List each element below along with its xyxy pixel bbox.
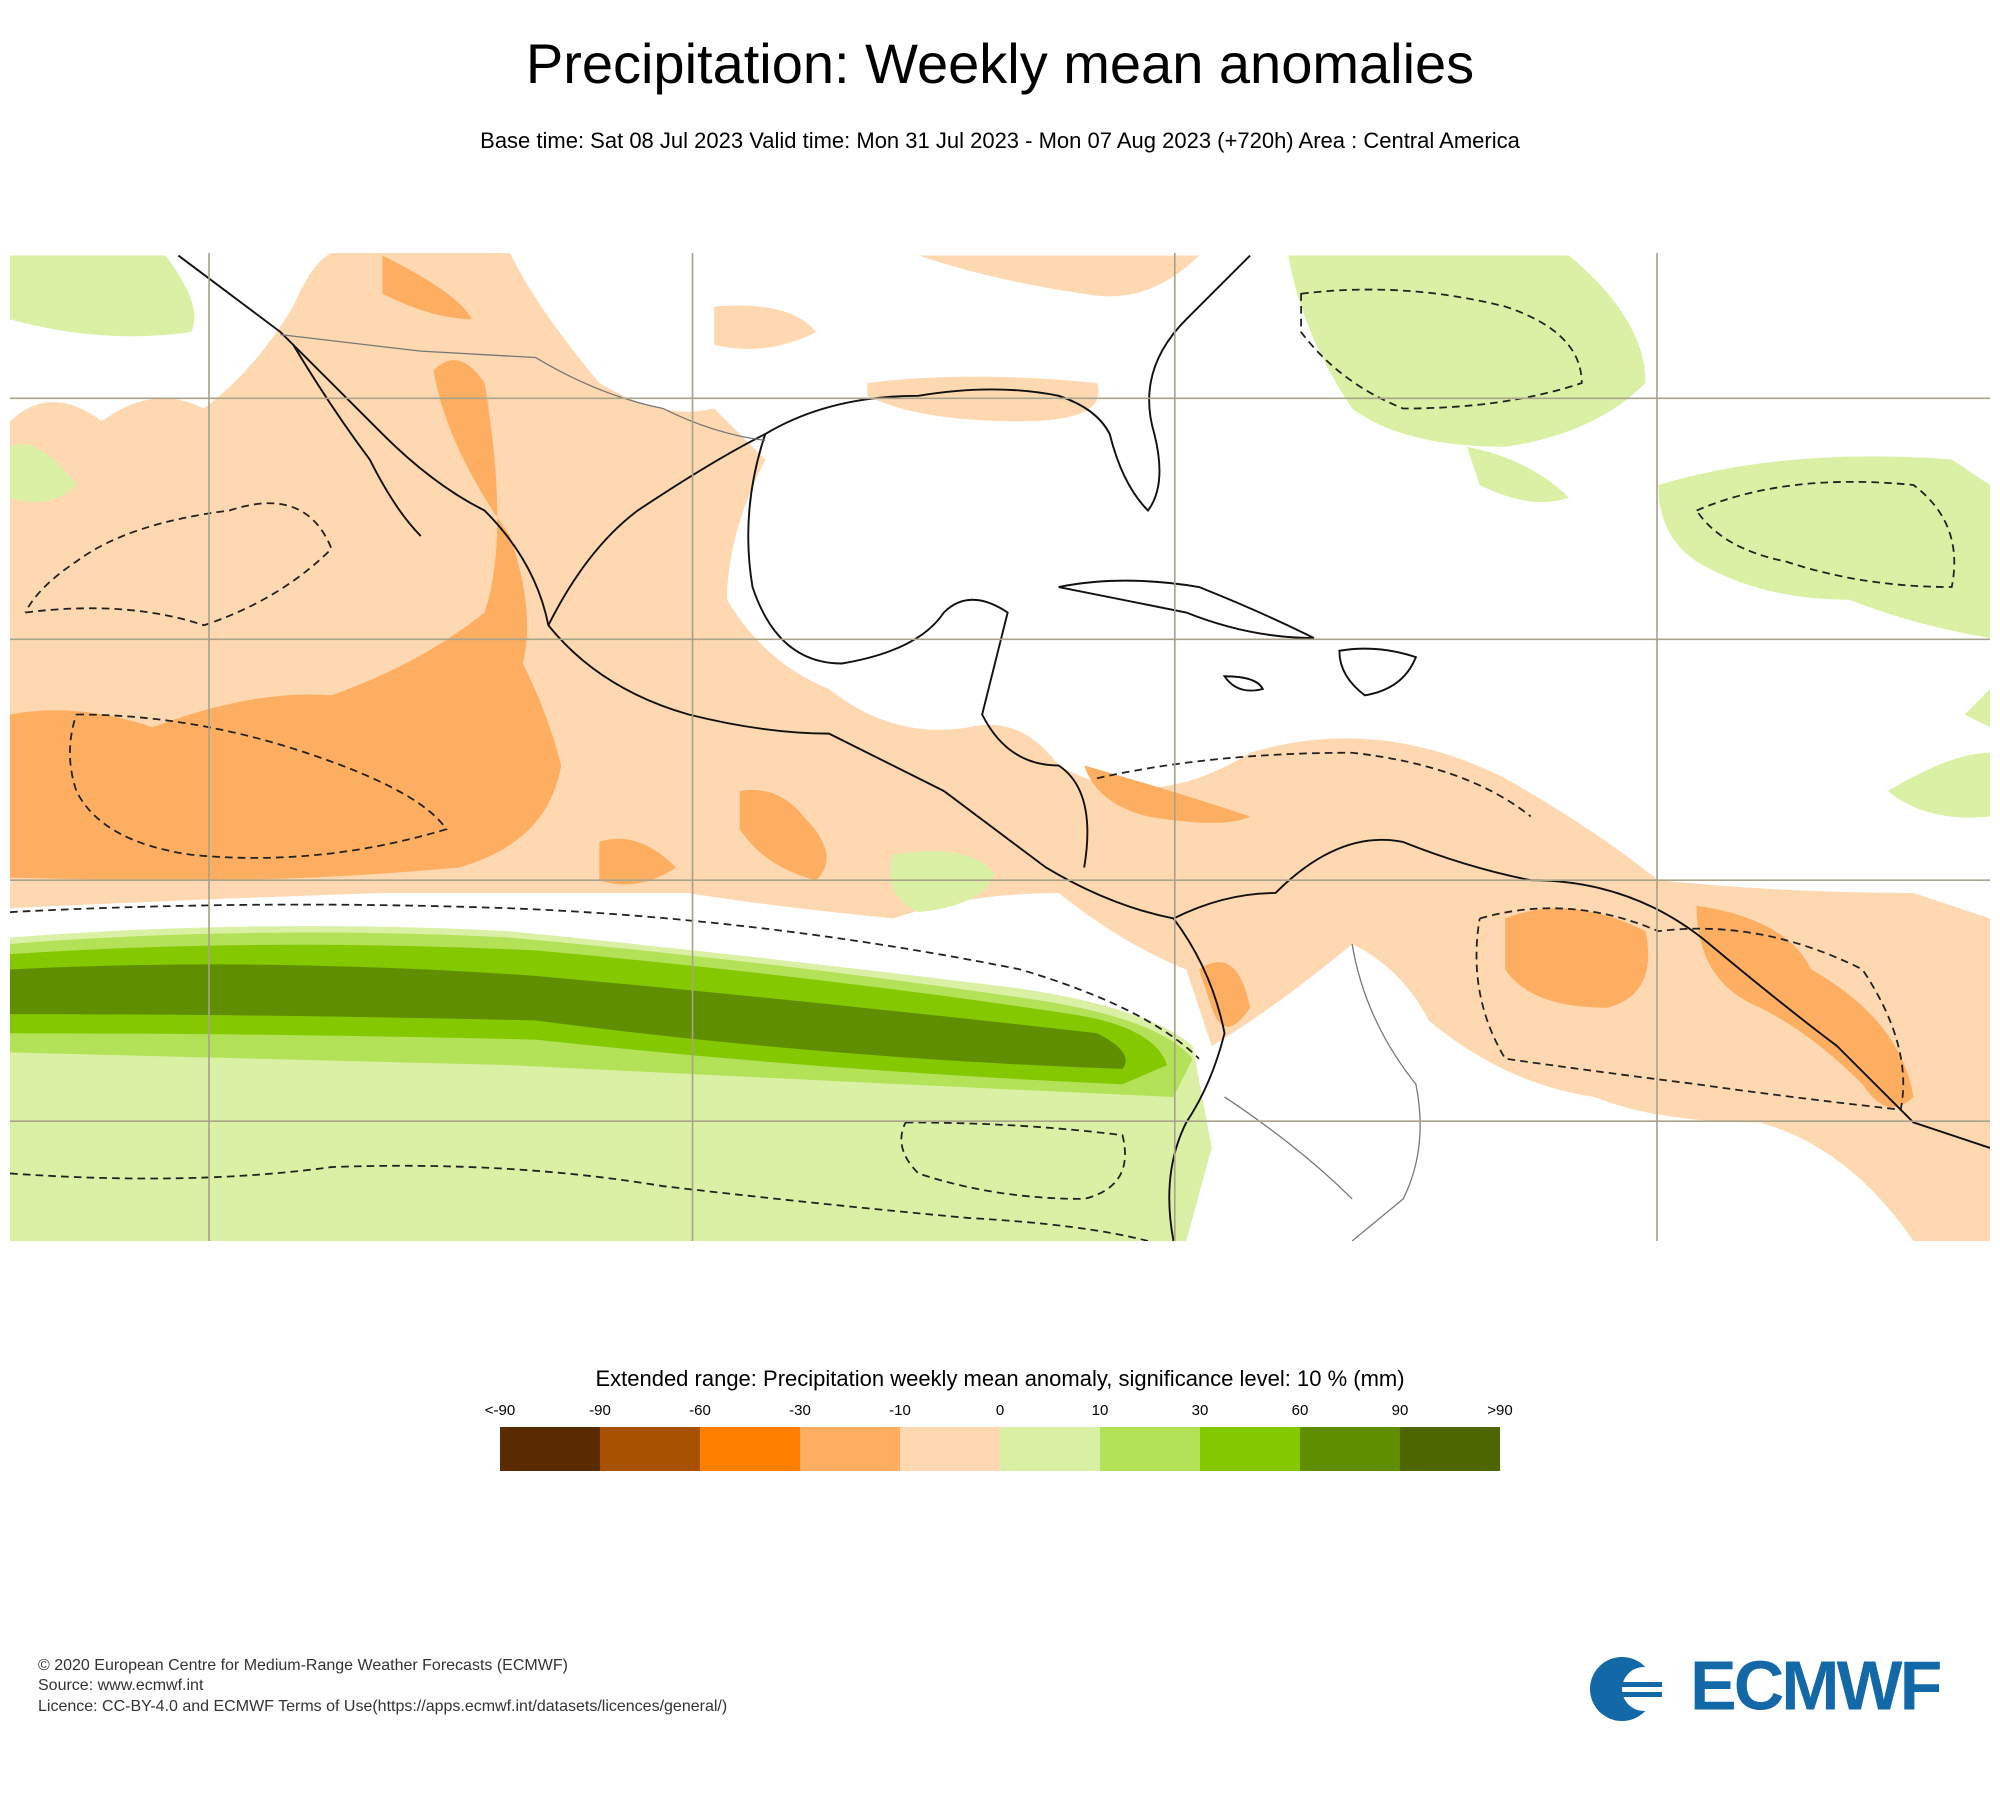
logo: ECMWF <box>1590 1646 1944 1724</box>
colorbar-label: 90 <box>1392 1402 1409 1419</box>
colorbar-swatch <box>900 1427 1000 1471</box>
colorbar-swatch <box>1400 1427 1500 1471</box>
colorbar-swatch <box>1300 1427 1400 1471</box>
colorbar-swatch <box>1100 1427 1200 1471</box>
title: Precipitation: Weekly mean anomalies <box>526 32 1474 95</box>
footer-line: Licence: CC-BY-4.0 and ECMWF Terms of Us… <box>38 1698 727 1715</box>
colorbar-label: -90 <box>589 1402 611 1419</box>
colorbar: <-90 -90 -60 -30 -10 0 10 30 60 90 >90 <box>485 1402 1513 1471</box>
dry-region <box>714 255 1200 422</box>
logo-icon <box>1592 1692 1662 1697</box>
colorbar-label: <-90 <box>485 1402 515 1419</box>
logo-icon <box>1622 1667 1666 1711</box>
colorbar-label: -30 <box>789 1402 811 1419</box>
colorbar-label: -60 <box>689 1402 711 1419</box>
colorbar-swatch <box>1000 1427 1100 1471</box>
colorbar-swatch <box>1200 1427 1300 1471</box>
footer-line: Source: www.ecmwf.int <box>38 1677 204 1694</box>
colorbar-label: >90 <box>1487 1402 1512 1419</box>
logo-text: ECMWF <box>1690 1646 1941 1724</box>
significance-contours <box>10 288 1956 1241</box>
coastlines <box>177 254 1990 1241</box>
dry-region-strong <box>10 360 562 881</box>
wet-region <box>10 255 1990 913</box>
colorbar-swatch <box>500 1427 600 1471</box>
colorbar-swatch <box>600 1427 700 1471</box>
footer-line: © 2020 European Centre for Medium-Range … <box>38 1657 568 1674</box>
colorbar-label: 0 <box>996 1402 1004 1419</box>
colorbar-label: 10 <box>1092 1402 1109 1419</box>
borders <box>280 333 1421 1241</box>
graticule <box>10 253 1990 1241</box>
wet-region-very-strong <box>10 964 1126 1069</box>
colorbar-label: 30 <box>1192 1402 1209 1419</box>
logo-icon <box>1592 1682 1662 1687</box>
subtitle: Base time: Sat 08 Jul 2023 Valid time: M… <box>480 128 1520 153</box>
dry-region <box>10 253 1990 1241</box>
colorbar-swatch <box>800 1427 900 1471</box>
colorbar-label: -10 <box>889 1402 911 1419</box>
colorbar-label: 60 <box>1292 1402 1309 1419</box>
legend-title: Extended range: Precipitation weekly mea… <box>595 1366 1404 1391</box>
colorbar-swatch <box>700 1427 800 1471</box>
map <box>10 253 1990 1241</box>
